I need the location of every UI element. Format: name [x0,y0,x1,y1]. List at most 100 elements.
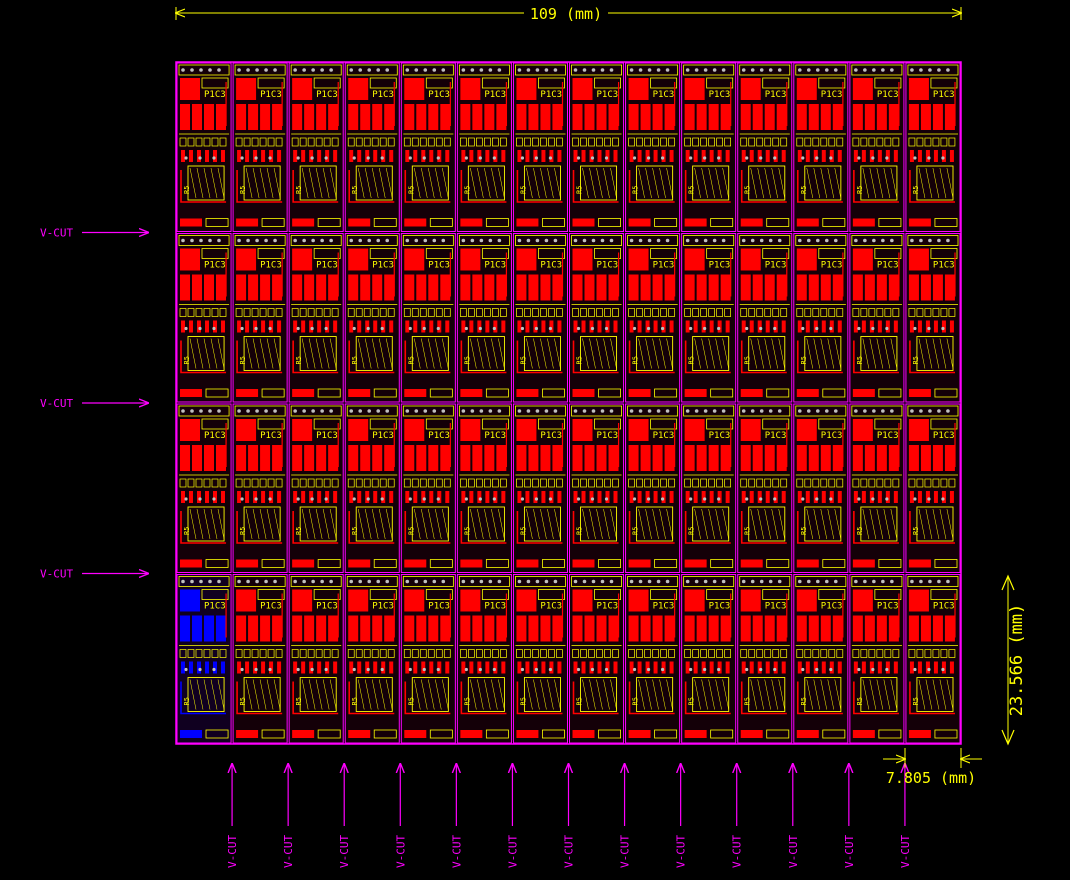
pitch-dimension-label: 7.805 (mm) [886,769,976,787]
column-vcut-marker: V-CUT [619,764,632,868]
pcb-unit: P1C3 R5 [288,403,344,573]
silkscreen-ref: P1C3 [821,261,843,271]
silkscreen-ref: P1C3 [709,602,731,612]
svg-text:R5: R5 [744,527,752,535]
silkscreen-ref: P1C3 [204,261,226,271]
svg-text:R5: R5 [576,186,584,194]
silkscreen-ref: P1C3 [877,261,899,271]
svg-text:R5: R5 [295,697,303,705]
column-vcut-marker: V-CUT [731,764,744,868]
svg-text:R5: R5 [519,356,527,364]
svg-text:R5: R5 [688,527,696,535]
svg-text:R5: R5 [856,527,864,535]
height-dimension-label: 23.566 (mm) [1007,604,1027,717]
svg-text:R5: R5 [688,697,696,705]
column-vcut-marker: V-CUT [226,764,239,868]
pcb-unit: P1C3 R5 [456,233,512,403]
pcb-unit: P1C3 R5 [569,62,625,232]
column-vcut-label: V-CUT [843,835,856,868]
svg-text:R5: R5 [576,356,584,364]
pcb-unit: P1C3 R5 [400,233,456,403]
pcb-unit: P1C3 R5 [793,233,849,403]
silkscreen-ref: P1C3 [933,90,955,100]
silkscreen-ref: P1C3 [540,602,562,612]
silkscreen-ref: P1C3 [484,261,506,271]
column-vcut-marker: V-CUT [787,764,800,868]
row-vcut-indicators: V-CUT V-CUT V-CUT [40,227,148,581]
svg-text:R5: R5 [912,697,920,705]
silkscreen-ref: P1C3 [204,602,226,612]
pcb-unit: P1C3 R5 [400,574,456,744]
svg-text:R5: R5 [688,356,696,364]
svg-text:R5: R5 [183,527,191,535]
silkscreen-ref: P1C3 [316,261,338,271]
row-vcut-marker: V-CUT [40,227,148,240]
silkscreen-ref: P1C3 [260,261,282,271]
pcb-unit: P1C3 R5 [176,233,232,403]
svg-text:R5: R5 [744,356,752,364]
column-vcut-label: V-CUT [563,835,576,868]
silkscreen-ref: P1C3 [204,90,226,100]
svg-text:R5: R5 [519,527,527,535]
svg-text:R5: R5 [519,697,527,705]
pcb-unit: P1C3 R5 [681,233,737,403]
svg-text:R5: R5 [407,186,415,194]
pcb-unit: P1C3 R5 [176,62,232,232]
silkscreen-ref: P1C3 [597,90,619,100]
pcb-unit: P1C3 R5 [232,403,288,573]
silkscreen-ref: P1C3 [709,431,731,441]
column-vcut-label: V-CUT [450,835,463,868]
column-vcut-label: V-CUT [226,835,239,868]
silkscreen-ref: P1C3 [597,261,619,271]
svg-text:R5: R5 [632,697,640,705]
pcb-unit: P1C3 R5 [512,233,569,403]
svg-text:R5: R5 [632,186,640,194]
column-vcut-indicators: V-CUT V-CUT V-CUT V-CUT V-CUT V-CUT V-CUT V-CUT… [226,764,912,868]
svg-text:R5: R5 [856,356,864,364]
svg-text:R5: R5 [800,186,808,194]
silkscreen-ref: P1C3 [372,602,394,612]
row-vcut-label: V-CUT [40,568,73,581]
silkscreen-ref: P1C3 [316,431,338,441]
silkscreen-ref: P1C3 [597,431,619,441]
column-vcut-label: V-CUT [619,835,632,868]
silkscreen-ref: P1C3 [765,90,787,100]
svg-text:R5: R5 [407,527,415,535]
svg-text:R5: R5 [463,356,471,364]
pcb-unit: P1C3 R5 [737,574,793,744]
silkscreen-ref: P1C3 [372,90,394,100]
pcb-unit: P1C3 R5 [793,403,849,573]
row-vcut-label: V-CUT [40,397,73,410]
silkscreen-ref: P1C3 [484,90,506,100]
pcb-unit: P1C3 R5 [905,62,961,232]
silkscreen-ref: P1C3 [260,431,282,441]
pcb-unit: P1C3 R5 [625,233,681,403]
svg-text:R5: R5 [800,356,808,364]
pcb-unit: P1C3 R5 [288,62,344,232]
silkscreen-ref: P1C3 [933,602,955,612]
silkscreen-ref: P1C3 [877,90,899,100]
column-vcut-label: V-CUT [787,835,800,868]
pcb-panel: P1C3 R5 P1C3 R5 P1C3 R5 P1C3 R5 P1C3 R5 P1C3 R5 P1C3… [175,61,962,745]
svg-text:R5: R5 [295,186,303,194]
silkscreen-ref: P1C3 [484,602,506,612]
pcb-unit: P1C3 R5 [625,403,681,573]
svg-text:R5: R5 [239,356,247,364]
pcb-unit: P1C3 R5 [793,574,849,744]
width-dimension: 109 (mm) [176,5,961,23]
pcb-unit: P1C3 R5 [512,62,569,232]
svg-text:R5: R5 [800,697,808,705]
silkscreen-ref: P1C3 [484,431,506,441]
column-vcut-marker: V-CUT [843,764,856,868]
silkscreen-ref: P1C3 [540,261,562,271]
column-vcut-label: V-CUT [338,835,351,868]
column-vcut-marker: V-CUT [450,764,463,868]
silkscreen-ref: P1C3 [709,90,731,100]
svg-text:R5: R5 [912,527,920,535]
silkscreen-ref: P1C3 [821,602,843,612]
silkscreen-ref: P1C3 [933,431,955,441]
silkscreen-ref: P1C3 [316,90,338,100]
silkscreen-ref: P1C3 [765,431,787,441]
svg-text:R5: R5 [239,186,247,194]
